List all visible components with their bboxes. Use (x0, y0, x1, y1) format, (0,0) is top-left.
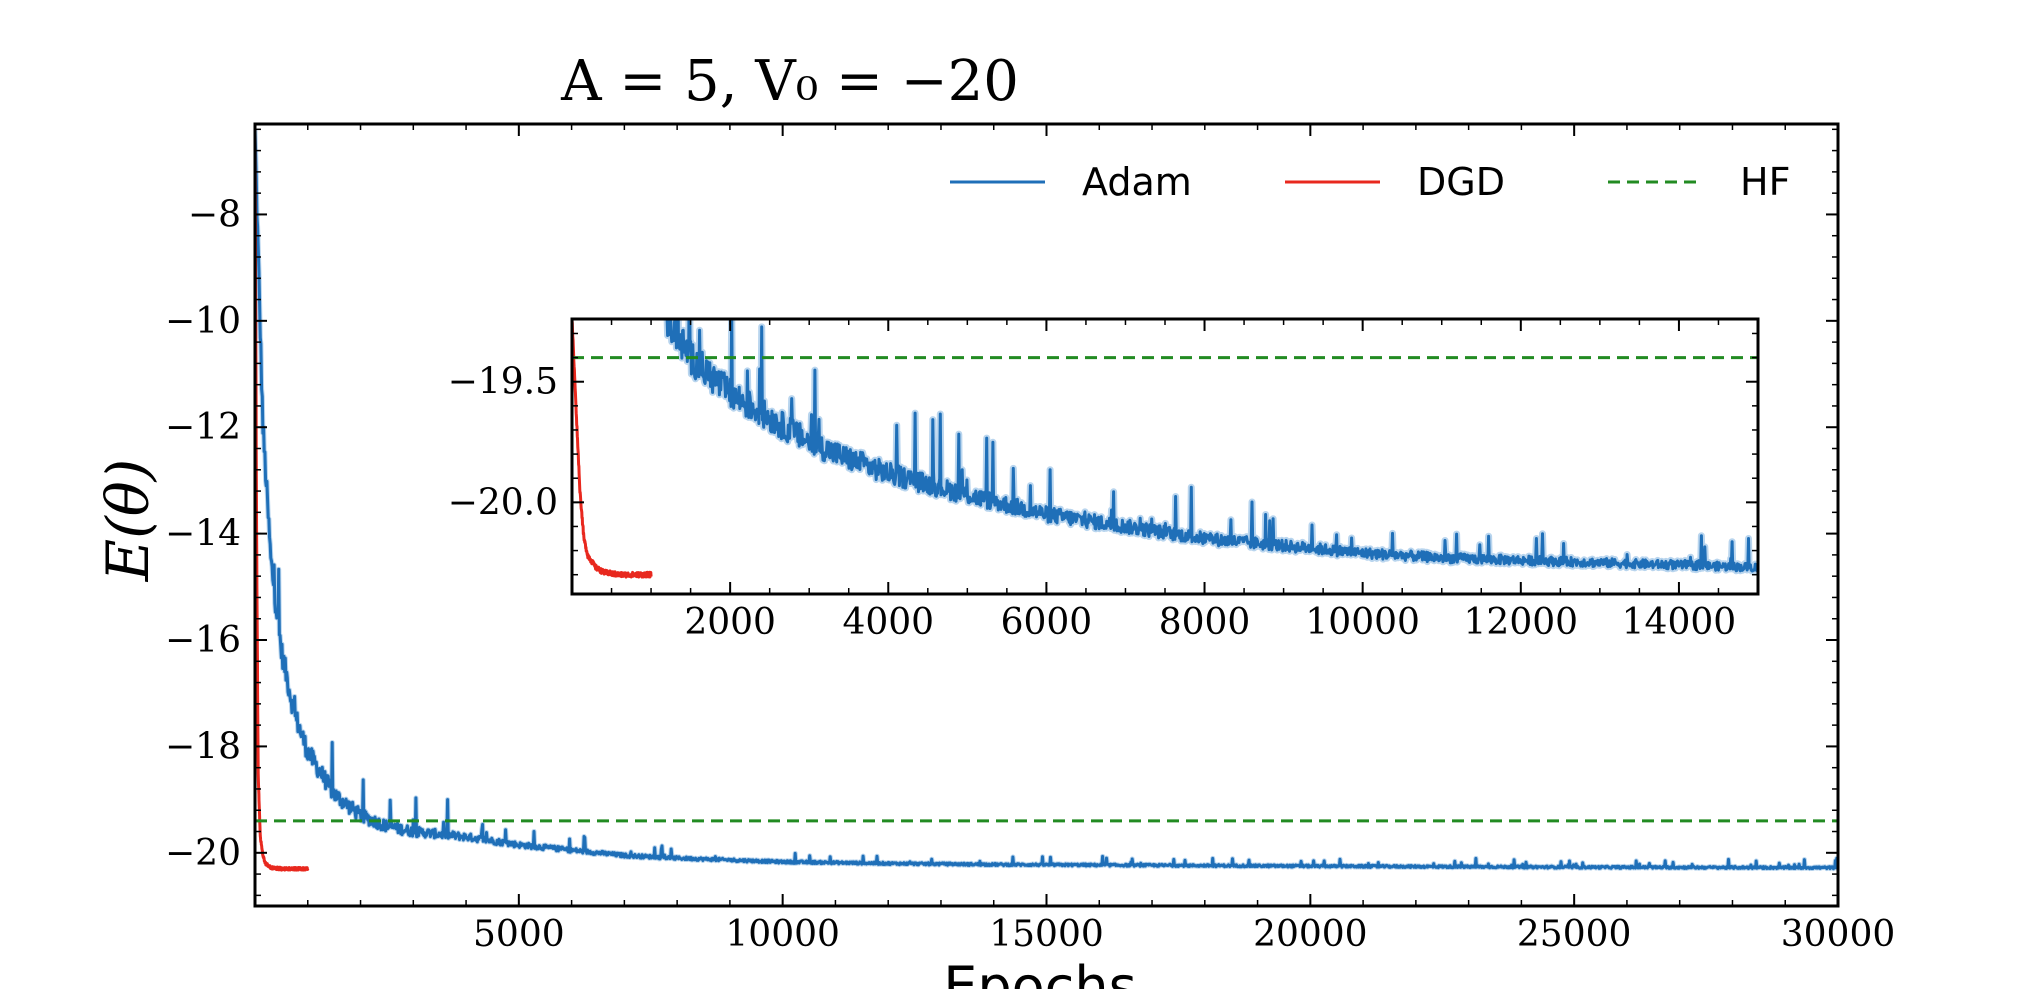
main-xtick-label: 30000 (1781, 914, 1896, 955)
inset-plot-background (572, 319, 1758, 594)
y-axis-label: E(θ) (94, 459, 162, 583)
inset-xtick-label: 10000 (1305, 602, 1420, 643)
inset-ytick-label: −19.5 (448, 362, 558, 403)
inset-series-adam-line (665, 319, 1758, 573)
main-xtick-label: 25000 (1517, 914, 1632, 955)
main-ytick-label: −12 (165, 407, 241, 448)
inset-xtick-label: 14000 (1622, 602, 1737, 643)
inset-axis-ticks: 2000 4000 6000 8000 10000 12000 14000 −19.5 −20.… (448, 319, 1759, 643)
chart-title: A = 5, V₀ = −20 (560, 49, 1019, 114)
main-ytick-label: −20 (165, 833, 241, 874)
inset-xtick-label: 6000 (1001, 602, 1093, 643)
inset-ytick-label: −20.0 (448, 482, 558, 523)
main-xtick-label: 10000 (725, 914, 840, 955)
inset-xtick-label: 4000 (842, 602, 934, 643)
legend-label-hf: HF (1740, 160, 1790, 204)
main-ytick-label: −16 (165, 620, 241, 661)
inset-xtick-label: 2000 (684, 602, 776, 643)
x-axis-label: Epochs (943, 955, 1136, 989)
inset-series-dgd-line (572, 320, 653, 579)
inset-plot (570, 317, 1760, 596)
legend-item-dgd: DGD (1285, 160, 1505, 204)
legend-label-adam: Adam (1082, 160, 1192, 204)
legend-label-dgd: DGD (1417, 160, 1505, 204)
main-ytick-label: −8 (188, 194, 241, 235)
main-ytick-label: −14 (165, 514, 241, 555)
legend: Adam DGD HF (950, 160, 1790, 204)
inset-xtick-label: 12000 (1464, 602, 1579, 643)
main-xtick-label: 5000 (473, 914, 565, 955)
inset-xtick-label: 8000 (1159, 602, 1251, 643)
main-xtick-label: 20000 (1253, 914, 1368, 955)
main-ytick-label: −10 (165, 301, 241, 342)
legend-item-hf: HF (1608, 160, 1790, 204)
main-axis-ticks: 5000 10000 15000 20000 25000 30000 −8 −10 −12 −14… (165, 124, 1895, 955)
main-ytick-label: −18 (165, 726, 241, 767)
main-series-adam-line (255, 130, 1838, 871)
main-series-dgd-line (255, 133, 310, 872)
main-xtick-label: 15000 (989, 914, 1104, 955)
legend-item-adam: Adam (950, 160, 1192, 204)
inset-plot-area: 2000 4000 6000 8000 10000 12000 14000 −19.5 −20.… (448, 317, 1760, 643)
